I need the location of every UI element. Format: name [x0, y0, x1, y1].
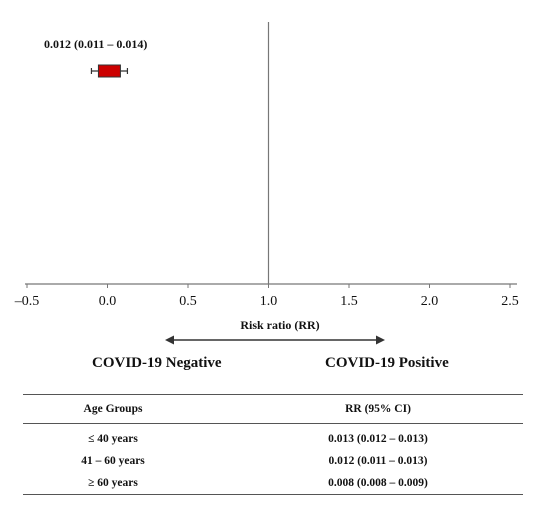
table-row: 41 – 60 years 0.012 (0.011 – 0.013) [23, 450, 523, 472]
x-axis-ticks: –0.5 0.0 0.5 1.0 1.5 2.0 2.5 [14, 284, 519, 309]
rr-cell: 0.012 (0.011 – 0.013) [328, 455, 428, 467]
forest-plot: –0.5 0.0 0.5 1.0 1.5 2.0 2.5 [14, 22, 519, 309]
covid-negative-label: COVID-19 Negative [92, 355, 222, 371]
point-estimate-label: 0.012 (0.011 – 0.014) [44, 37, 148, 51]
direction-arrow [165, 335, 385, 345]
age-group-cell: 41 – 60 years [81, 455, 145, 467]
x-tick-label: –0.5 [14, 294, 40, 309]
covid-positive-label: COVID-19 Positive [325, 355, 449, 371]
table-header-row: Age Groups RR (95% CI) [23, 394, 523, 424]
x-tick-label: 0.5 [179, 294, 197, 309]
x-tick-label: 1.0 [260, 294, 278, 309]
rr-cell: 0.013 (0.012 – 0.013) [328, 433, 428, 445]
x-tick-label: 2.0 [421, 294, 439, 309]
x-tick-label: 2.5 [501, 294, 519, 309]
rr-cell: 0.008 (0.008 – 0.009) [328, 477, 428, 489]
age-group-table: Age Groups RR (95% CI) ≤ 40 years 0.013 … [23, 394, 523, 495]
table-row: ≥ 60 years 0.008 (0.008 – 0.009) [23, 472, 523, 495]
point-estimate-marker [97, 64, 121, 78]
column-header-age-groups: Age Groups [83, 403, 143, 415]
x-axis-title: Risk ratio (RR) [240, 318, 320, 332]
x-tick-label: 0.0 [99, 294, 117, 309]
column-header-rr: RR (95% CI) [345, 403, 411, 415]
age-group-cell: ≤ 40 years [88, 433, 138, 445]
table-row: ≤ 40 years 0.013 (0.012 – 0.013) [23, 424, 523, 451]
age-group-cell: ≥ 60 years [88, 477, 138, 489]
x-tick-label: 1.5 [340, 294, 358, 309]
